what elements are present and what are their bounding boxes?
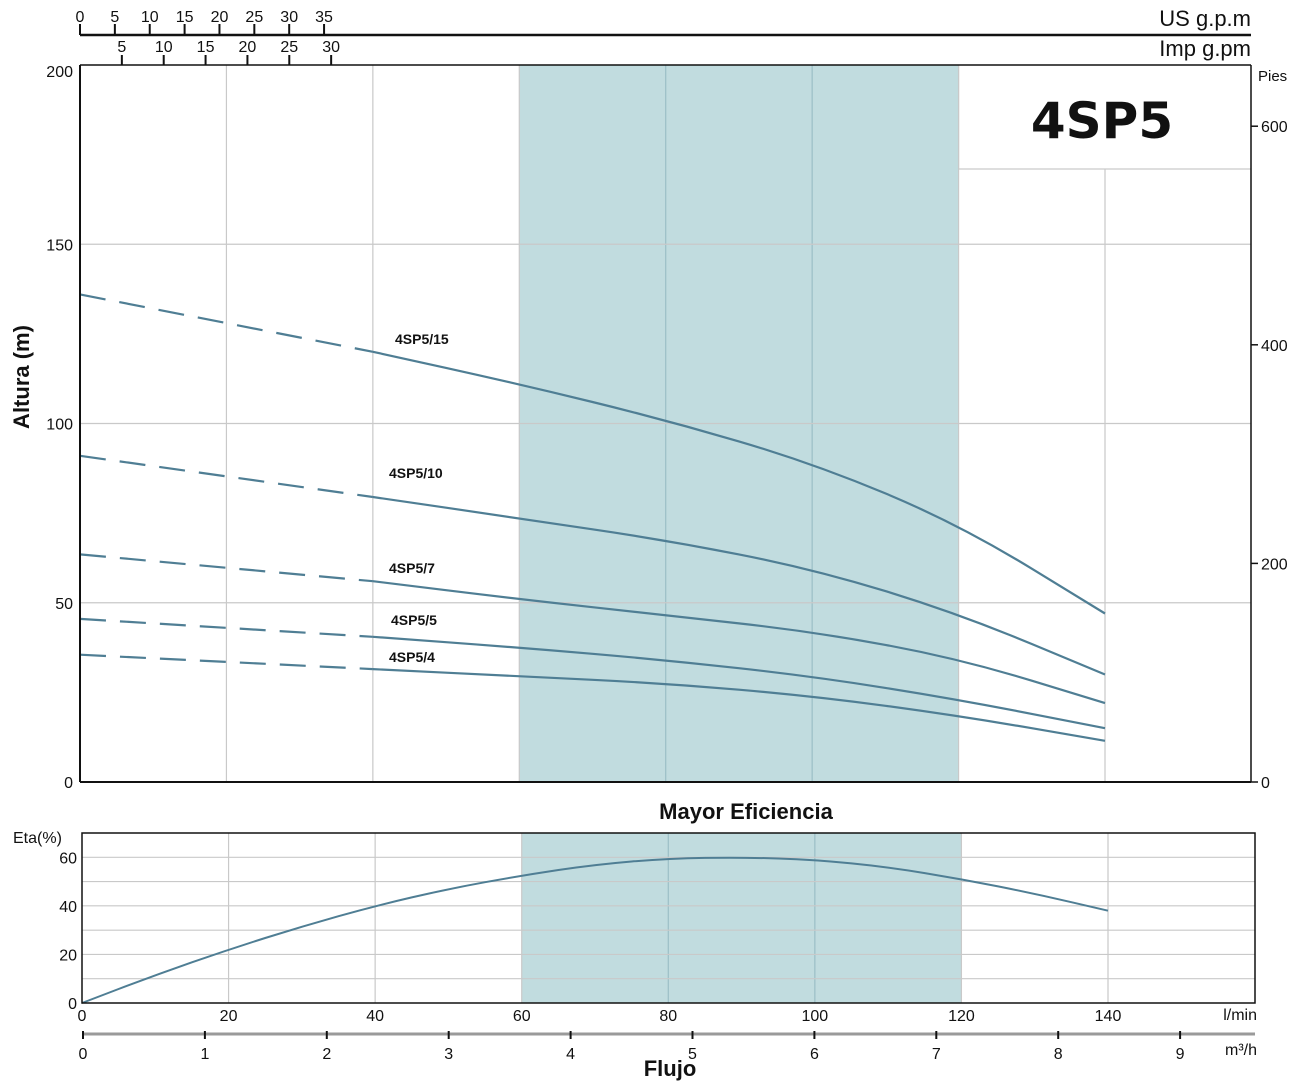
- head-curve-4SP5-7: [372, 580, 1106, 705]
- curve-label-4SP5-4: 4SP5/4: [389, 649, 435, 665]
- feet-tick-label: 0: [1261, 775, 1270, 792]
- head-chart-grid: [80, 65, 1251, 782]
- head-axis-label: Altura (m): [9, 325, 34, 429]
- lmin-tick-label: 120: [948, 1008, 975, 1025]
- head-curve-dashed-segment: [79, 454, 374, 499]
- lmin-tick-label: 140: [1095, 1008, 1122, 1025]
- m3h-tick-label: 5: [688, 1046, 697, 1063]
- m3h-tick-label: 7: [932, 1046, 941, 1063]
- feet-tick-label: 200: [1261, 556, 1288, 573]
- efficiency-y-tick-label: 60: [59, 850, 77, 867]
- us-gpm-tick-label: 10: [141, 9, 159, 26]
- us-gpm-tick-label: 35: [315, 9, 333, 26]
- efficiency-chart-title: Mayor Eficiencia: [659, 799, 833, 824]
- head-curve-4SP5-10: [372, 495, 1106, 676]
- m3h-unit-label: m³/h: [1225, 1042, 1257, 1059]
- efficiency-y-tick-label: 20: [59, 947, 77, 964]
- head-curve-dashed-segment: [79, 553, 374, 583]
- lmin-tick-label: 60: [513, 1008, 531, 1025]
- m3h-tick-label: 3: [444, 1046, 453, 1063]
- lmin-tick-label: 20: [220, 1008, 238, 1025]
- lmin-tick-label: 100: [802, 1008, 829, 1025]
- us-gpm-tick-label: 5: [110, 9, 119, 26]
- flow-axis-label: Flujo: [644, 1056, 697, 1081]
- lmin-unit-label: l/min: [1223, 1007, 1257, 1024]
- head-y-tick-label: 150: [46, 237, 73, 254]
- head-curve-dashed-segment: [79, 617, 373, 638]
- head-curve-dashed-segment: [79, 293, 374, 353]
- feet-axis-label: Pies: [1258, 68, 1287, 85]
- us-gpm-tick-label: 25: [245, 9, 263, 26]
- m3h-tick-label: 4: [566, 1046, 575, 1063]
- efficiency-curve: [81, 856, 1109, 1004]
- head-y-tick-label: 200: [46, 64, 73, 81]
- head-curves: 4SP5/15 4SP5/10 4SP5/7 4SP5/5 4SP5/4: [79, 293, 1106, 742]
- head-y-tick-label: 50: [55, 596, 73, 613]
- curve-label-4SP5-15: 4SP5/15: [395, 331, 449, 347]
- curve-label-4SP5-10: 4SP5/10: [389, 465, 443, 481]
- imp-gpm-tick-label: 25: [280, 39, 298, 56]
- m3h-tick-label: 0: [79, 1046, 88, 1063]
- head-curve-4SP5-5: [372, 635, 1106, 730]
- m3h-tick-label: 1: [200, 1046, 209, 1063]
- efficiency-frame: [81, 832, 1256, 1004]
- m3h-tick-label: 6: [810, 1046, 819, 1063]
- us-gpm-axis-label: US g.p.m: [1159, 6, 1251, 31]
- efficiency-y-tick-label: 40: [59, 899, 77, 916]
- head-curve-dashed-segment: [79, 653, 373, 671]
- us-gpm-tick-label: 30: [280, 9, 298, 26]
- efficiency-chart-axes: 0 20 40 60 0 20 40 60 80 100 120 140 0 1 2 3 4 5 6 7 8 9: [59, 832, 1256, 1063]
- head-y-tick-label: 0: [64, 775, 73, 792]
- imp-gpm-axis-label: Imp g.pm: [1159, 36, 1251, 61]
- head-curve-4SP5-4: [372, 668, 1106, 742]
- imp-gpm-tick-label: 30: [322, 39, 340, 56]
- lmin-tick-label: 0: [78, 1008, 87, 1025]
- curve-label-4SP5-7: 4SP5/7: [389, 560, 435, 576]
- head-y-tick-label: 100: [46, 417, 73, 434]
- imp-gpm-tick-label: 20: [239, 39, 257, 56]
- efficiency-curve-line: [81, 856, 1109, 1004]
- m3h-tick-label: 8: [1054, 1046, 1063, 1063]
- lmin-tick-label: 80: [659, 1008, 677, 1025]
- imp-gpm-tick-label: 5: [117, 39, 126, 56]
- feet-tick-label: 400: [1261, 338, 1288, 355]
- imp-gpm-tick-label: 10: [155, 39, 173, 56]
- model-title: 4SP5: [1031, 92, 1173, 150]
- us-gpm-tick-label: 20: [211, 9, 229, 26]
- m3h-tick-label: 9: [1176, 1046, 1185, 1063]
- lmin-tick-label: 40: [366, 1008, 384, 1025]
- head-curve-4SP5-15: [372, 350, 1106, 615]
- imp-gpm-tick-label: 15: [197, 39, 215, 56]
- efficiency-axis-label: Eta(%): [13, 830, 62, 847]
- m3h-tick-label: 2: [322, 1046, 331, 1063]
- efficiency-best-band: [521, 833, 962, 1003]
- us-gpm-tick-label: 15: [176, 9, 194, 26]
- efficiency-chart-grid: [82, 833, 1255, 1003]
- curve-label-4SP5-5: 4SP5/5: [391, 612, 437, 628]
- us-gpm-tick-label: 0: [76, 9, 85, 26]
- efficiency-y-tick-label: 0: [68, 996, 77, 1013]
- feet-tick-label: 600: [1261, 119, 1288, 136]
